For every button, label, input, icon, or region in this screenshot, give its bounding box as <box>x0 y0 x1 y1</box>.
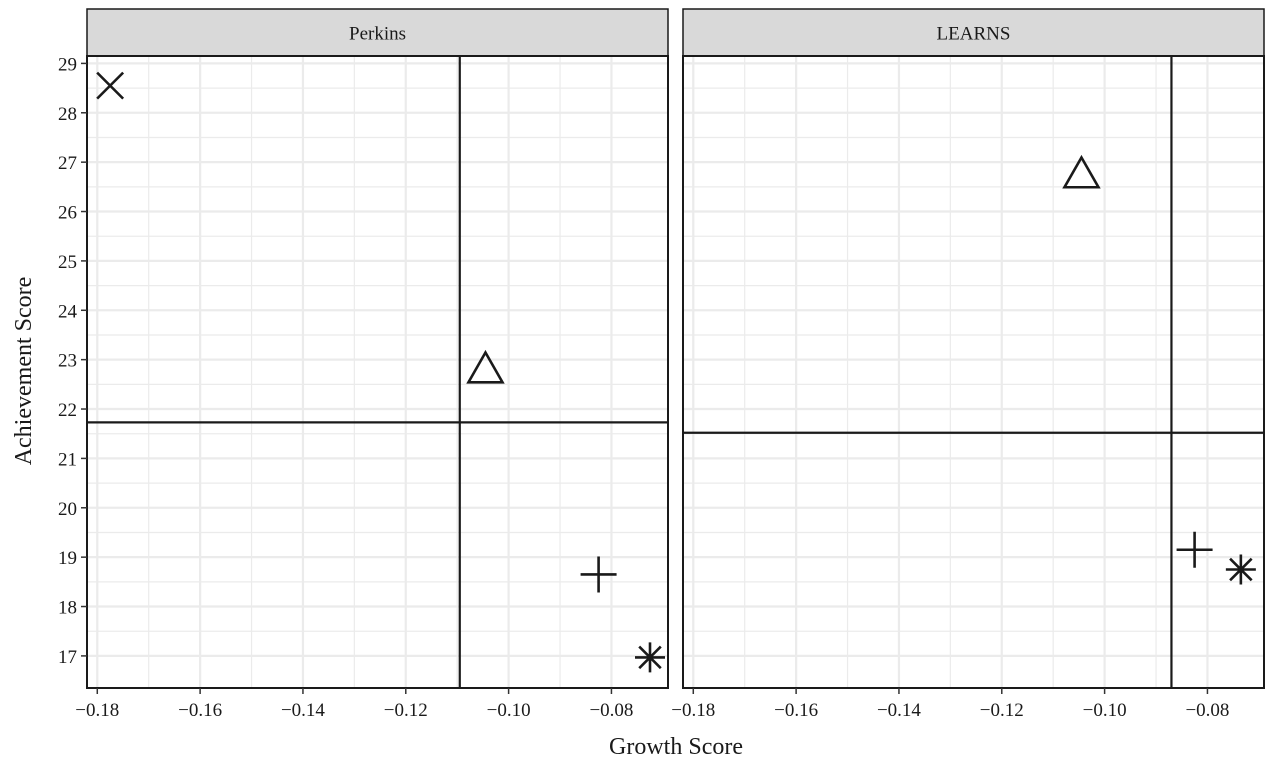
x-tick-label: −0.16 <box>178 700 222 721</box>
data-point-plus <box>1176 531 1213 568</box>
data-point-triangle <box>466 349 505 384</box>
x-tick-label: −0.10 <box>487 700 531 721</box>
panel-perkins: Perkins −0.18 −0.16 −0.14 −0.12 −0.10 −0.08 17 1… <box>58 8 669 721</box>
y-tick-label: 21 <box>58 449 77 470</box>
y-tick-label: 17 <box>58 647 77 668</box>
x-tick-label: −0.08 <box>1185 700 1229 721</box>
data-point-triangle <box>1062 154 1101 189</box>
x-axis-title: Growth Score <box>609 734 743 760</box>
panel-border <box>86 55 669 689</box>
panel-background <box>683 56 1264 688</box>
y-tick-label: 22 <box>58 400 77 421</box>
facet-strip-label: LEARNS <box>937 24 1011 45</box>
panel-background <box>87 56 668 688</box>
y-tick-label: 24 <box>58 301 78 322</box>
panel-plot-area <box>87 56 668 688</box>
x-tick-label: −0.14 <box>281 700 325 721</box>
y-tick-label: 23 <box>58 351 77 372</box>
y-tick-label: 19 <box>58 548 77 569</box>
data-point-cross <box>96 71 125 100</box>
x-tick-label: −0.18 <box>671 700 715 721</box>
x-tick-label: −0.12 <box>980 700 1024 721</box>
x-tick-label: −0.12 <box>384 700 428 721</box>
facet-strip <box>86 8 669 57</box>
y-tick-label: 20 <box>58 499 77 520</box>
x-tick-label: −0.16 <box>774 700 818 721</box>
data-point-asterisk <box>1225 554 1256 585</box>
facet-strip <box>682 8 1265 57</box>
facet-strip-label: Perkins <box>349 24 406 45</box>
x-tick-label: −0.14 <box>877 700 921 721</box>
panel-learns: LEARNS −0.18 −0.16 −0.14 −0.12 −0.10 −0.08 <box>671 8 1265 721</box>
panel-plot-area <box>683 56 1264 688</box>
panels-layer: Perkins −0.18 −0.16 −0.14 −0.12 −0.10 −0.08 17 1… <box>58 8 1265 721</box>
x-tick-label: −0.18 <box>75 700 119 721</box>
y-tick-label: 26 <box>58 203 77 224</box>
y-tick-label: 25 <box>58 252 77 273</box>
panel-border <box>682 55 1265 689</box>
y-tick-label: 29 <box>58 54 77 75</box>
x-tick-label: −0.10 <box>1083 700 1127 721</box>
x-tick-label: −0.08 <box>589 700 633 721</box>
y-axis-title: Achievement Score <box>11 277 37 466</box>
data-point-asterisk <box>635 642 666 673</box>
data-point-plus <box>580 556 617 593</box>
y-tick-label: 27 <box>58 153 77 174</box>
y-tick-label: 18 <box>58 598 77 619</box>
y-tick-label: 28 <box>58 104 77 125</box>
